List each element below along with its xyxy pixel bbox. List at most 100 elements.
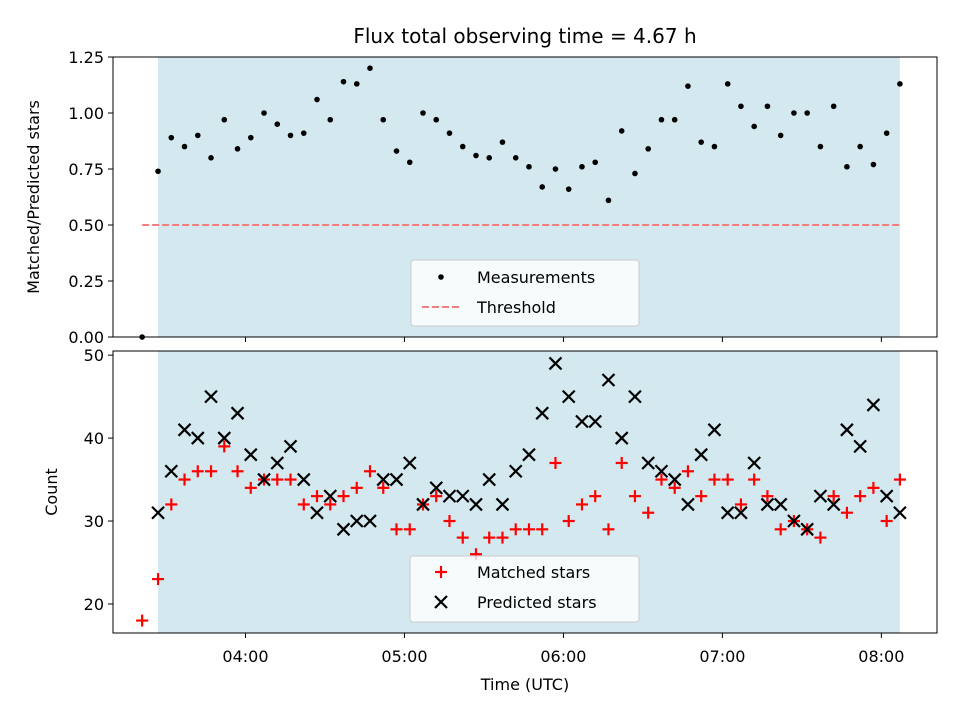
predicted-star-point (204, 389, 218, 404)
measurement-point (261, 110, 267, 116)
measurement-point (526, 163, 532, 170)
predicted-star-stroke-b (363, 514, 377, 528)
predicted-star-point (310, 505, 324, 520)
predicted-star-point (826, 497, 841, 512)
count-y-tick-label: 50 (84, 346, 104, 365)
count-frame (112, 350, 938, 634)
predicted-star-point (720, 505, 735, 520)
matched-star-point (178, 473, 191, 486)
chart-title: Flux total observing time = 4.67 h (353, 24, 696, 48)
predicted-star-stroke-b (575, 414, 589, 429)
matched-star-point (628, 490, 641, 503)
count-y-axis: 20 30 40 50 (84, 346, 113, 614)
measurement-point (314, 96, 320, 103)
matched-star-point (430, 490, 443, 503)
predicted-star-point (257, 472, 271, 487)
measurement-point (221, 116, 228, 123)
measurement-point (393, 148, 400, 154)
matched-star-point (575, 498, 588, 511)
matched-star-point (205, 465, 218, 478)
matched-star-point (483, 531, 496, 544)
count-x-tick-label: 04:00 (222, 647, 268, 666)
predicted-star-point (482, 472, 497, 487)
measurement-point (883, 130, 890, 136)
predicted-star-stroke-b (151, 505, 165, 520)
predicted-star-stroke-b (508, 464, 523, 479)
matched-star-point (854, 490, 867, 503)
predicted-star-stroke-b (548, 356, 563, 371)
legend-measurements-marker (438, 274, 444, 280)
matched-star-point (827, 490, 840, 503)
measurement-point (446, 130, 453, 136)
predicted-star-stroke-b (243, 447, 258, 462)
matched-star-point (311, 490, 324, 503)
count-x-tick-label: 06:00 (540, 647, 586, 666)
count-x-tick-label: 08:00 (858, 647, 904, 666)
predicted-star-stroke-b (853, 439, 867, 454)
predicted-star-stroke-b (787, 514, 801, 528)
predicted-star-stroke-b (866, 398, 881, 412)
measurement-point (605, 197, 612, 204)
matched-star-point (522, 523, 535, 536)
matched-star-point (191, 465, 204, 478)
predicted-star-point (707, 423, 722, 437)
matched-star-point (403, 523, 416, 536)
measurement-point (698, 139, 704, 145)
measurement-point (327, 116, 334, 123)
predicted-star-point (376, 472, 391, 487)
predicted-star-stroke-b (323, 489, 338, 503)
matched-star-point (324, 498, 337, 511)
count-y-label: Count (42, 468, 61, 516)
ratio-marks (139, 65, 903, 340)
predicted-star-point (217, 431, 232, 445)
predicted-star-stroke-b (416, 497, 430, 512)
matched-star-point (350, 481, 363, 494)
measurement-point (817, 143, 824, 150)
predicted-star-point (270, 456, 285, 470)
legend-matched-marker (435, 566, 447, 578)
measurement-point (632, 170, 638, 177)
predicted-star-stroke-b (270, 456, 285, 470)
matched-star-point (867, 481, 880, 494)
predicted-star-point (893, 505, 907, 520)
measurement-point (539, 184, 546, 190)
matched-star-point (708, 473, 721, 486)
matched-star-point (509, 523, 522, 536)
predicted-star-stroke-b (336, 522, 351, 537)
predicted-star-stroke-b (720, 505, 735, 520)
matched-star-point (814, 531, 827, 544)
predicted-star-stroke-b (654, 464, 669, 479)
matched-star-point (880, 515, 893, 528)
measurement-point (751, 123, 757, 130)
matched-star-point (668, 481, 681, 494)
ratio-legend: Measurements Threshold (410, 259, 640, 327)
predicted-star-point (800, 522, 814, 537)
measurement-point (764, 103, 771, 110)
measurement-point (724, 81, 731, 87)
measurement-point (433, 116, 440, 123)
matched-star-point (152, 573, 165, 586)
ratio-y-label: Matched/Predicted stars (24, 100, 43, 294)
predicted-star-stroke-b (402, 456, 417, 470)
legend-threshold-label: Threshold (476, 298, 556, 317)
predicted-star-stroke-b (455, 489, 470, 503)
predicted-star-point (508, 464, 523, 479)
predicted-star-stroke-b (429, 481, 444, 495)
predicted-star-point (561, 389, 576, 404)
predicted-star-point (416, 497, 430, 512)
matched-star-point (562, 515, 575, 528)
count-y-tick-label: 40 (84, 429, 104, 448)
predicted-star-point (575, 414, 589, 429)
predicted-star-stroke-b (813, 489, 828, 503)
predicted-star-point (760, 497, 775, 512)
matched-star-point (549, 456, 562, 469)
legend-measurements-label: Measurements (477, 268, 595, 287)
x-axis-label: Time (UTC) (480, 675, 569, 694)
measurement-point (234, 146, 241, 152)
predicted-star-stroke-b (482, 472, 497, 487)
predicted-star-stroke-b (800, 522, 814, 537)
matched-star-point (840, 506, 853, 519)
predicted-star-stroke-b (204, 389, 218, 404)
predicted-star-point (151, 505, 165, 520)
measurement-point (459, 143, 466, 150)
